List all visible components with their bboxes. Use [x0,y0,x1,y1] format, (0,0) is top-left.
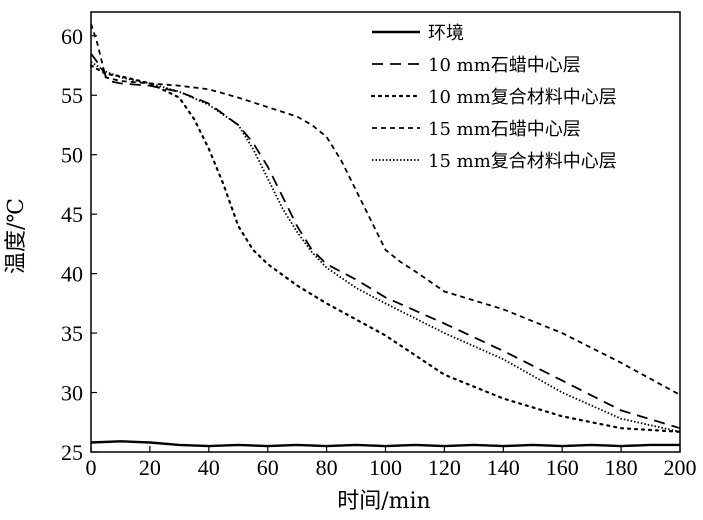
x-axis-title: 时间/min [337,489,430,514]
series-line-4 [90,23,681,396]
x-tick-label: 120 [428,455,461,480]
y-tick-label: 30 [61,381,83,406]
x-tick-label: 140 [487,455,520,480]
y-tick-label: 45 [61,202,83,227]
x-tick-label: 60 [257,455,279,480]
x-tick-label: 180 [605,455,638,480]
series-line-1 [90,440,680,448]
series-line-2 [90,53,681,430]
y-tick-label: 50 [61,143,83,168]
legend-label-5: 15 mm复合材料中心层 [428,151,617,172]
plot-border [90,11,681,453]
legend-label-4: 15 mm石蜡中心层 [428,119,581,140]
series-line-5 [90,61,681,433]
x-tick-label: 160 [546,455,579,480]
legend-label-2: 10 mm石蜡中心层 [428,55,581,76]
x-tick-label: 40 [198,455,220,480]
x-tick-label: 0 [86,455,97,480]
legend-label-1: 环境 [428,23,464,44]
x-axis-ticks: 0 20 40 60 80 100 120 140 160 180 200 [86,446,697,480]
x-tick-label: 100 [369,455,402,480]
x-tick-label: 20 [139,455,161,480]
legend: 环境 10 mm石蜡中心层 10 mm复合材料中心层 15 mm石蜡中心层 15 mm复… [370,23,617,172]
series-layer [89,23,682,448]
y-axis-title: 温度/℃ [4,198,29,274]
plot-frame [90,11,681,453]
legend-label-3: 10 mm复合材料中心层 [428,87,617,108]
y-tick-label: 55 [61,83,83,108]
y-tick-label: 25 [61,440,83,465]
y-tick-label: 60 [61,24,83,49]
x-tick-label: 200 [664,455,697,480]
y-tick-label: 40 [61,262,83,287]
x-tick-label: 80 [316,455,338,480]
y-axis-ticks: 25 30 35 40 45 50 55 60 [61,24,97,465]
y-tick-label: 35 [61,321,83,346]
